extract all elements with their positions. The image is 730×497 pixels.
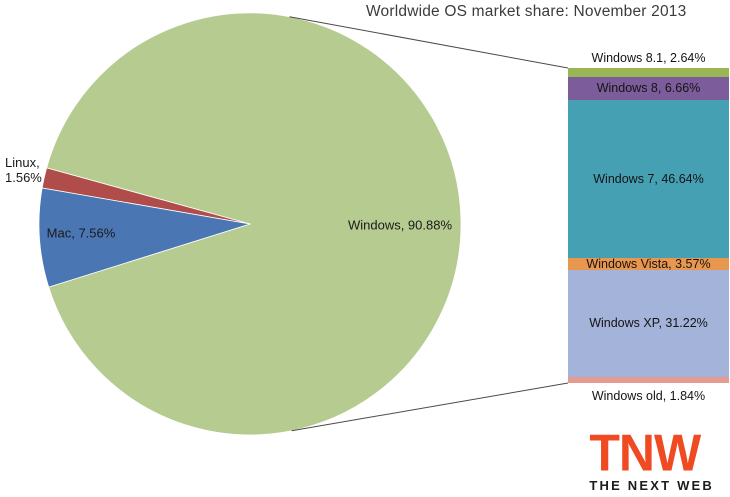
bar-label-windows-old: Windows old, 1.84% bbox=[591, 389, 706, 403]
chart-title: Worldwide OS market share: November 2013 bbox=[366, 3, 687, 20]
windows-breakdown-stacked-bar: Windows 8, 6.66% Windows 7, 46.64% Windows… bbox=[568, 68, 729, 383]
tnw-logo: TNW THE NEXT WEB bbox=[589, 423, 714, 493]
connector-line-top bbox=[289, 16, 569, 69]
bar-segment-windows-7: Windows 7, 46.64% bbox=[568, 99, 729, 259]
bar-segment-windows-8-1 bbox=[568, 68, 729, 77]
pie-label-windows: Windows, 90.88% bbox=[347, 217, 453, 233]
bar-segment-windows-8: Windows 8, 6.66% bbox=[568, 76, 729, 100]
bar-segment-label-windows-xp: Windows XP, 31.22% bbox=[589, 316, 708, 331]
bar-segment-label-windows-8: Windows 8, 6.66% bbox=[596, 81, 701, 96]
bar-segment-label-windows-vista: Windows Vista, 3.57% bbox=[586, 257, 711, 272]
pie-label-linux: Linux, 1.56% bbox=[5, 155, 42, 185]
connector-line-bottom bbox=[291, 382, 569, 432]
tnw-logo-acronym: TNW bbox=[589, 423, 701, 483]
pie-label-mac: Mac, 7.56% bbox=[46, 225, 116, 241]
tnw-logo-tagline: THE NEXT WEB bbox=[589, 478, 714, 493]
pie-slice-mac bbox=[38, 187, 251, 288]
pie-label-linux-line1: Linux, bbox=[5, 155, 40, 170]
bar-segment-windows-xp: Windows XP, 31.22% bbox=[568, 270, 729, 377]
bar-segment-windows-old bbox=[568, 376, 729, 383]
pie-label-linux-line2: 1.56% bbox=[5, 170, 42, 185]
bar-segment-label-windows-7: Windows 7, 46.64% bbox=[593, 171, 704, 186]
bar-segment-windows-vista: Windows Vista, 3.57% bbox=[568, 257, 729, 272]
bar-label-windows-8-1: Windows 8.1, 2.64% bbox=[591, 51, 706, 65]
pie-slice-windows bbox=[46, 12, 462, 436]
